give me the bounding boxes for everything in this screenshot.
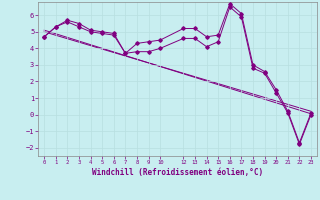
X-axis label: Windchill (Refroidissement éolien,°C): Windchill (Refroidissement éolien,°C) [92, 168, 263, 177]
